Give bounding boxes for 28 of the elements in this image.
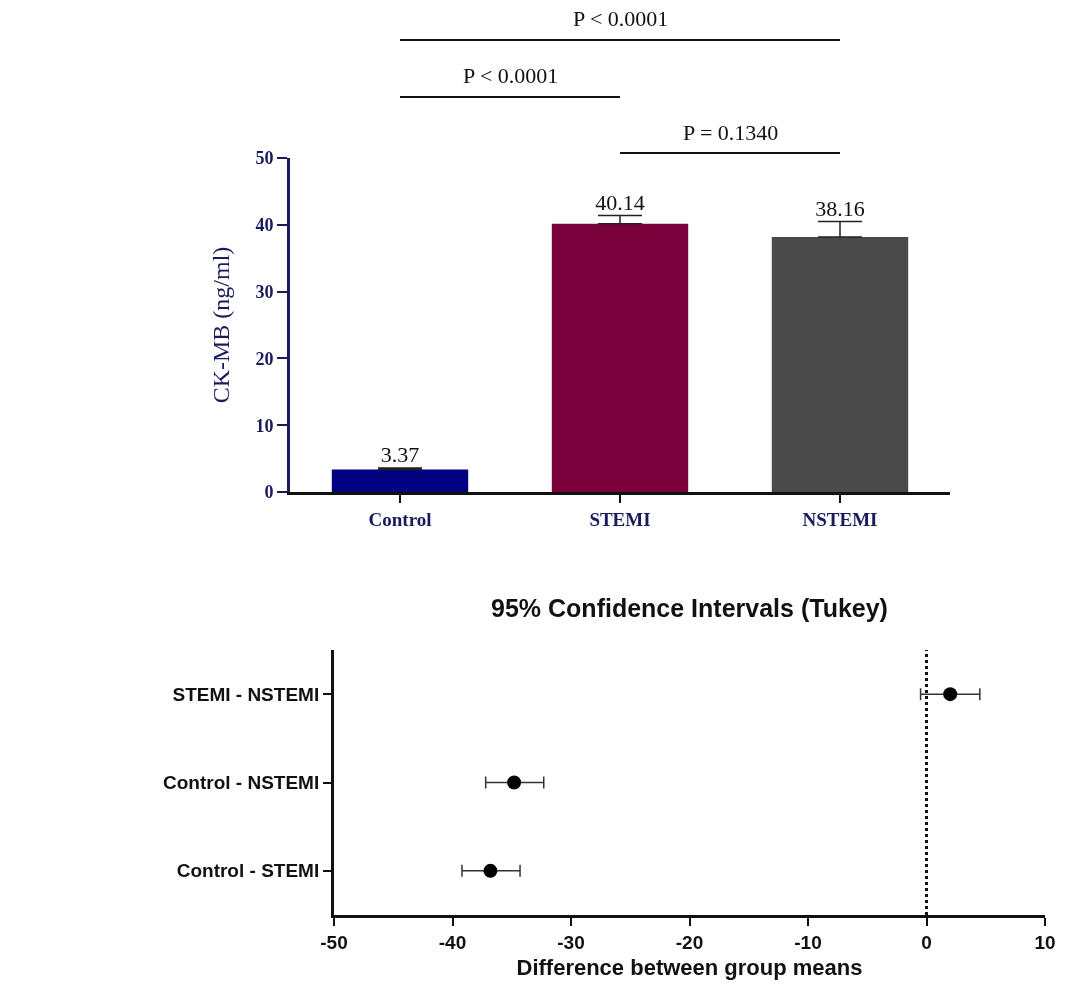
y-axis-title: CK-MB (ng/ml): [207, 246, 234, 404]
x-axis-title: Difference between group means: [516, 954, 863, 980]
text: P = 0.1340: [683, 120, 779, 145]
y-tick-label: 0: [264, 482, 274, 503]
chart-title: 95% Confidence Intervals (Tukey): [491, 593, 888, 622]
x-tick-label: Control: [368, 508, 432, 530]
x-tick-label: STEMI: [589, 508, 651, 530]
x-tick-label: -50: [320, 931, 348, 953]
y-tick-label: 40: [255, 215, 274, 236]
x-tick-label: NSTEMI: [802, 508, 878, 530]
y-tick-label: STEMI - NSTEMI: [172, 683, 320, 705]
y-tick-label: Control - NSTEMI: [163, 772, 320, 794]
y-tick-label: 10: [255, 415, 274, 436]
x-tick-label: -30: [557, 931, 585, 953]
x-tick-label: -20: [675, 931, 704, 953]
y-tick-label: 20: [255, 348, 274, 369]
x-tick-label: 10: [1034, 931, 1056, 953]
data-label: 40.14: [595, 189, 645, 215]
text: P < 0.0001: [463, 63, 559, 88]
data-label: 3.37: [380, 442, 420, 468]
y-tick-label: 30: [255, 281, 274, 302]
text: P < 0.0001: [573, 6, 669, 31]
y-tick-label: 50: [255, 148, 274, 169]
x-tick-label: 0: [921, 931, 932, 953]
y-tick-label: Control - STEMI: [176, 860, 320, 882]
x-tick-label: -10: [794, 931, 822, 953]
x-tick-label: -40: [438, 931, 467, 953]
data-label: 38.16: [815, 195, 865, 221]
